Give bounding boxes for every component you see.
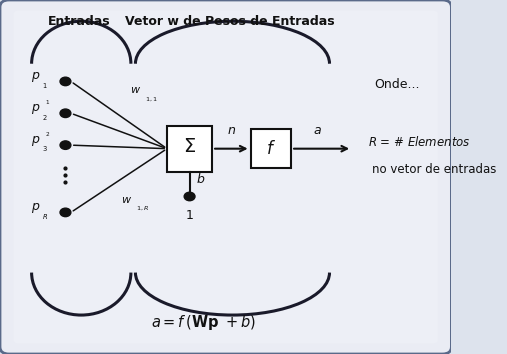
Circle shape xyxy=(184,192,195,201)
Text: Vetor w de Pesos de Entradas: Vetor w de Pesos de Entradas xyxy=(125,15,335,28)
FancyBboxPatch shape xyxy=(0,0,451,354)
Text: Onde...: Onde... xyxy=(375,79,420,91)
Text: $_1$: $_1$ xyxy=(42,81,48,91)
Text: $R$ = # Elementos: $R$ = # Elementos xyxy=(368,135,470,149)
FancyBboxPatch shape xyxy=(14,11,438,343)
Text: $_{1,R}$: $_{1,R}$ xyxy=(135,204,149,213)
Text: $w$: $w$ xyxy=(130,85,141,95)
Text: $_{1,1}$: $_{1,1}$ xyxy=(145,95,158,104)
Text: $_R$: $_R$ xyxy=(42,212,48,222)
Text: $b$: $b$ xyxy=(196,172,205,186)
Circle shape xyxy=(60,208,71,217)
Text: no vetor de entradas: no vetor de entradas xyxy=(373,164,497,176)
Text: $\Sigma$: $\Sigma$ xyxy=(183,137,196,156)
Text: $n$: $n$ xyxy=(227,125,236,137)
FancyBboxPatch shape xyxy=(250,129,291,168)
Text: $1$: $1$ xyxy=(185,210,194,222)
Text: $a$: $a$ xyxy=(313,125,321,137)
Circle shape xyxy=(60,141,71,149)
Text: Entradas: Entradas xyxy=(48,15,111,28)
FancyBboxPatch shape xyxy=(167,126,212,172)
Text: $p$: $p$ xyxy=(31,134,41,148)
Text: $a = f\,(\mathbf{W}\mathbf{p}\ +b)$: $a = f\,(\mathbf{W}\mathbf{p}\ +b)$ xyxy=(151,313,256,332)
Text: $w$: $w$ xyxy=(121,195,132,205)
Text: $_3$: $_3$ xyxy=(42,144,48,154)
Text: $p$: $p$ xyxy=(31,102,41,116)
Text: $^1$: $^1$ xyxy=(45,100,50,109)
Circle shape xyxy=(60,77,71,86)
Text: $p$: $p$ xyxy=(31,201,41,215)
Text: $^2$: $^2$ xyxy=(45,132,50,141)
Circle shape xyxy=(60,109,71,118)
Text: $f$: $f$ xyxy=(266,140,276,158)
Text: $p$: $p$ xyxy=(31,70,41,84)
Text: $_2$: $_2$ xyxy=(42,113,48,122)
